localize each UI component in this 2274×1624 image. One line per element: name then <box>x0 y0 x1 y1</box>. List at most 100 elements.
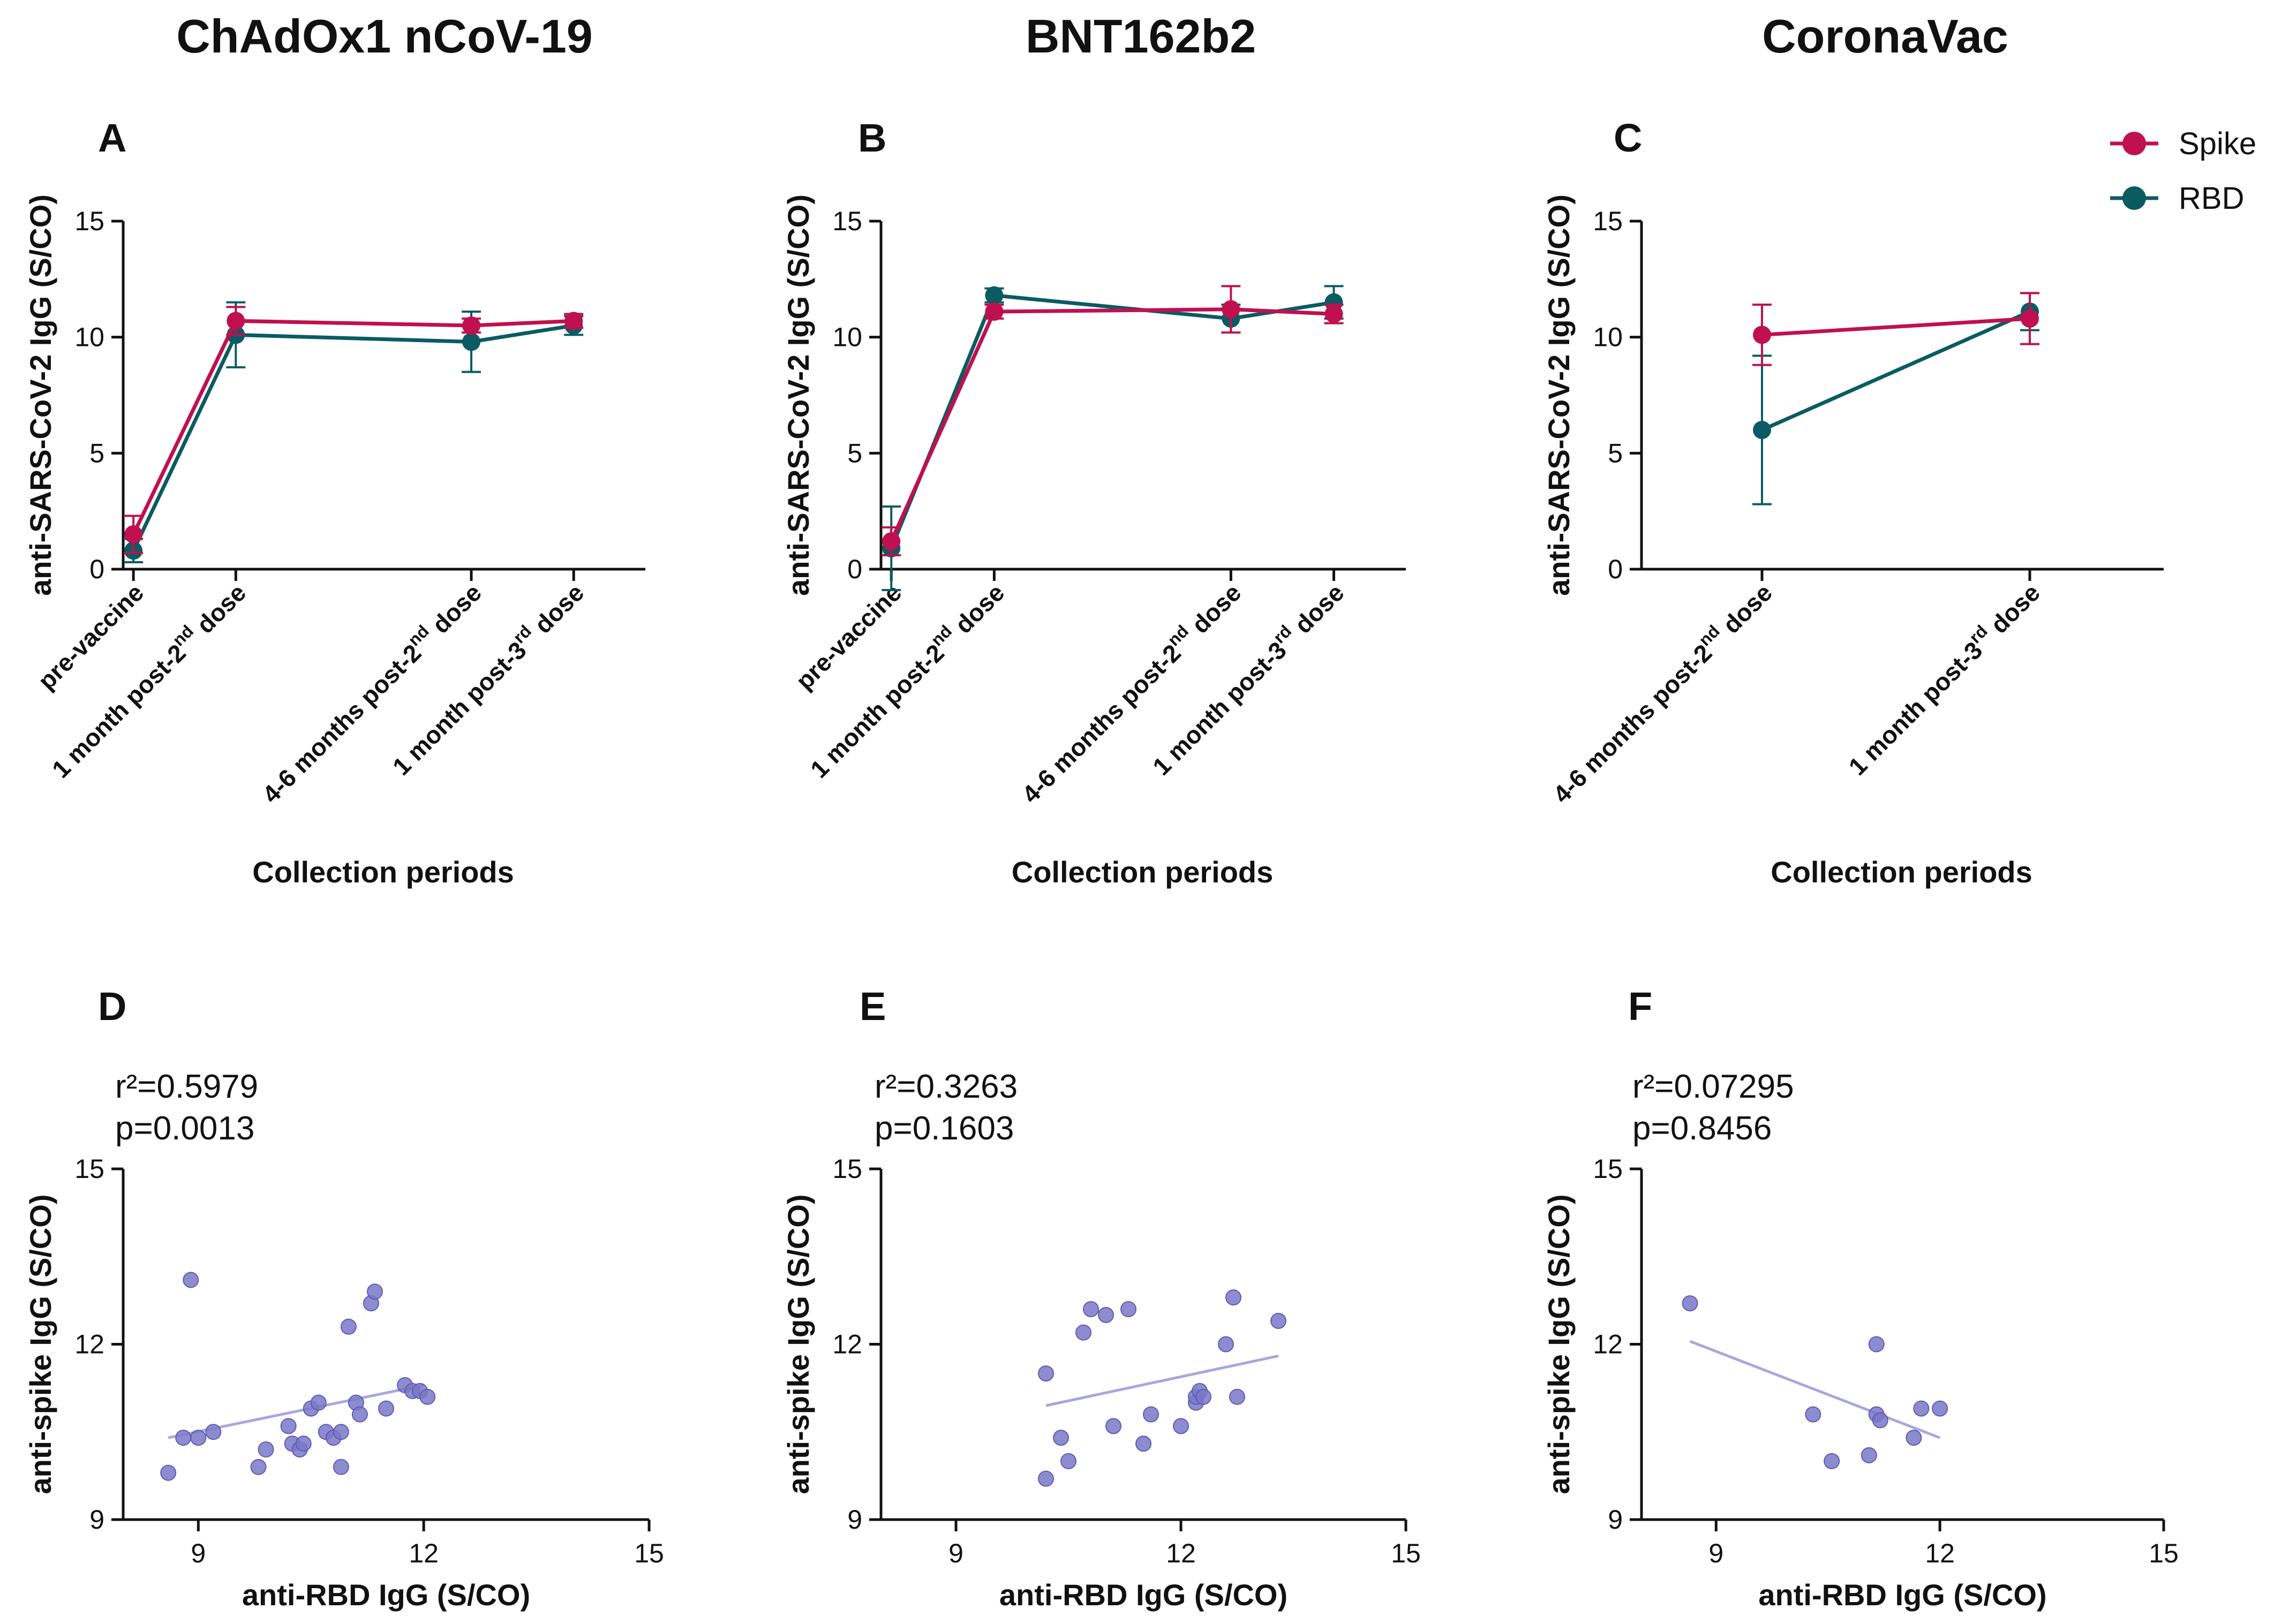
y-tick-label: 5 <box>89 438 104 468</box>
y-axis-title: anti-SARS-CoV-2 IgG (S/CO) <box>781 194 815 596</box>
scatter-point <box>1913 1400 1930 1417</box>
category-text: 4-6 months post-2 <box>1016 639 1186 809</box>
scatter-point <box>340 1318 357 1335</box>
scatter-point <box>1098 1306 1114 1323</box>
data-point-spike <box>124 525 143 543</box>
scatter-point <box>1682 1295 1698 1312</box>
category-label: 1 month post-2nd dose <box>44 576 251 783</box>
data-point-spike <box>882 532 901 550</box>
data-point-rbd <box>462 333 480 351</box>
scatter-point <box>1038 1365 1054 1382</box>
series-line-spike <box>890 307 1334 542</box>
panel-letter: D <box>98 984 126 1029</box>
scatter-point <box>205 1424 222 1440</box>
series-line-spike <box>1761 316 2030 337</box>
y-tick-label: 10 <box>832 322 862 352</box>
scatter-point <box>1932 1400 1948 1417</box>
data-point-spike <box>985 303 1004 321</box>
scatter-point <box>1053 1430 1069 1446</box>
r-squared-label: r²=0.5979 <box>115 1068 258 1105</box>
scatter-point <box>190 1430 207 1446</box>
y-tick-label: 15 <box>74 1154 104 1184</box>
scatter-point <box>378 1400 394 1417</box>
x-tick-label: 9 <box>191 1538 206 1568</box>
scatter-point <box>1861 1447 1877 1463</box>
scatter-point <box>175 1430 192 1446</box>
panel-letter: C <box>1614 116 1642 160</box>
series-line-spike <box>131 319 574 535</box>
legend-rbd-label: RBD <box>2179 181 2244 216</box>
y-tick-label: 12 <box>74 1330 104 1359</box>
y-tick-label: 15 <box>832 206 862 236</box>
scatter-point <box>1060 1453 1076 1469</box>
p-value-label: p=0.1603 <box>875 1110 1014 1147</box>
panel-e: E 9 12 15 anti-spike IgG (S/CO) 9 12 15 anti-RBD… <box>781 984 1421 1612</box>
panel-f: F 9 12 15 anti-spike IgG (S/CO) 9 12 15 anti-RBD… <box>1542 984 2179 1612</box>
y-tick-label: 5 <box>847 438 862 468</box>
scatter-point <box>1225 1289 1241 1306</box>
regression-line <box>1045 1354 1279 1407</box>
panel-letter: B <box>858 116 886 160</box>
category-text: 4-6 months post-2 <box>257 639 427 809</box>
data-point-spike <box>1222 300 1240 319</box>
category-label: 4-6 months post-2nd dose <box>1014 576 1246 808</box>
x-axis-title: Collection periods <box>252 855 514 889</box>
legend: Spike RBD <box>2110 126 2256 216</box>
category-label: 1 month post-3rd dose <box>385 576 589 780</box>
scatter-point <box>1229 1388 1245 1405</box>
x-tick-label: 15 <box>1391 1538 1421 1568</box>
category-label: 1 month post-3rd dose <box>1841 576 2045 780</box>
x-tick-label: 15 <box>2149 1538 2179 1568</box>
y-tick-label: 12 <box>832 1330 862 1359</box>
scatter-point <box>1270 1312 1286 1329</box>
category-label: 1 month post-3rd dose <box>1144 576 1349 780</box>
x-tick-label: 12 <box>409 1538 439 1568</box>
y-axis-title: anti-SARS-CoV-2 IgG (S/CO) <box>1542 194 1576 596</box>
x-tick-label: 12 <box>1925 1538 1955 1568</box>
scatter-point <box>1218 1336 1234 1353</box>
series-line-rbd <box>131 323 574 552</box>
column-title-chadox1: ChAdOx1 nCoV-19 <box>176 10 592 63</box>
scatter-point <box>183 1272 199 1288</box>
scatter-point <box>366 1283 383 1300</box>
data-point-spike <box>1753 326 1771 344</box>
data-point-spike <box>462 316 480 335</box>
category-label: 1 month post-2nd dose <box>802 576 1010 783</box>
category-text: 4-6 months post-2 <box>1548 639 1718 809</box>
data-point-spike <box>564 312 583 330</box>
category-text: 1 month post-3 <box>1843 636 1988 781</box>
panel-letter: E <box>860 984 886 1029</box>
scatter-point <box>1824 1453 1840 1469</box>
scatter-point <box>280 1418 297 1434</box>
category-suffix: dose <box>524 578 590 644</box>
y-tick-label: 12 <box>1593 1330 1623 1359</box>
category-suffix: dose <box>945 578 1010 644</box>
scatter-point <box>1038 1470 1054 1487</box>
panel-d: D 9 12 15 anti-spike IgG (S/CO) 9 12 15 anti-RBD… <box>24 984 664 1612</box>
regression-line <box>1689 1340 1941 1439</box>
scatter-point <box>351 1406 368 1423</box>
y-axis-title: anti-spike IgG (S/CO) <box>1542 1194 1576 1494</box>
y-tick-label: 9 <box>847 1505 862 1535</box>
scatter-point <box>1868 1336 1885 1353</box>
data-point-spike <box>227 312 245 330</box>
legend-rbd-marker <box>2122 186 2146 210</box>
category-suffix: dose <box>1284 578 1350 644</box>
y-axis-title: anti-SARS-CoV-2 IgG (S/CO) <box>24 194 57 596</box>
scatter-point <box>1872 1412 1888 1429</box>
scatter-point <box>1195 1388 1211 1405</box>
data-point-spike <box>1324 305 1343 323</box>
p-value-label: p=0.0013 <box>115 1110 254 1147</box>
scatter-point <box>1105 1418 1121 1434</box>
category-label: 4-6 months post-2nd dose <box>1545 576 1778 808</box>
category-suffix: dose <box>1980 578 2045 644</box>
category-label: 4-6 months post-2nd dose <box>254 576 487 808</box>
r-squared-label: r²=0.3263 <box>875 1068 1018 1105</box>
scatter-point <box>1083 1301 1099 1317</box>
y-tick-label: 9 <box>89 1505 104 1535</box>
series-line-rbd <box>1761 309 2031 432</box>
y-tick-label: 10 <box>1593 322 1623 352</box>
data-point-rbd <box>1753 421 1771 439</box>
